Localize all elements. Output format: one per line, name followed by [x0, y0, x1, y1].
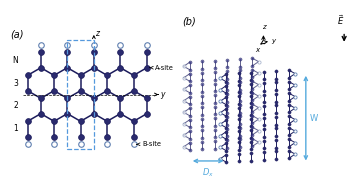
Text: z: z [95, 29, 99, 38]
Text: y: y [272, 39, 276, 44]
Text: 3: 3 [14, 78, 19, 88]
Text: $\vec{E}$: $\vec{E}$ [337, 13, 344, 27]
Text: (b): (b) [183, 16, 197, 26]
Text: A-site: A-site [150, 65, 174, 71]
Text: $D_x$: $D_x$ [202, 166, 214, 179]
Bar [67, 40, 94, 149]
Text: 1: 1 [14, 124, 19, 133]
Text: y: y [161, 90, 165, 99]
Text: B-site: B-site [136, 141, 161, 147]
Text: W: W [309, 114, 318, 123]
Text: z: z [262, 24, 265, 30]
Text: 2: 2 [14, 101, 19, 111]
Text: (a): (a) [11, 30, 24, 40]
Text: x: x [255, 47, 259, 53]
Text: N: N [12, 56, 19, 65]
